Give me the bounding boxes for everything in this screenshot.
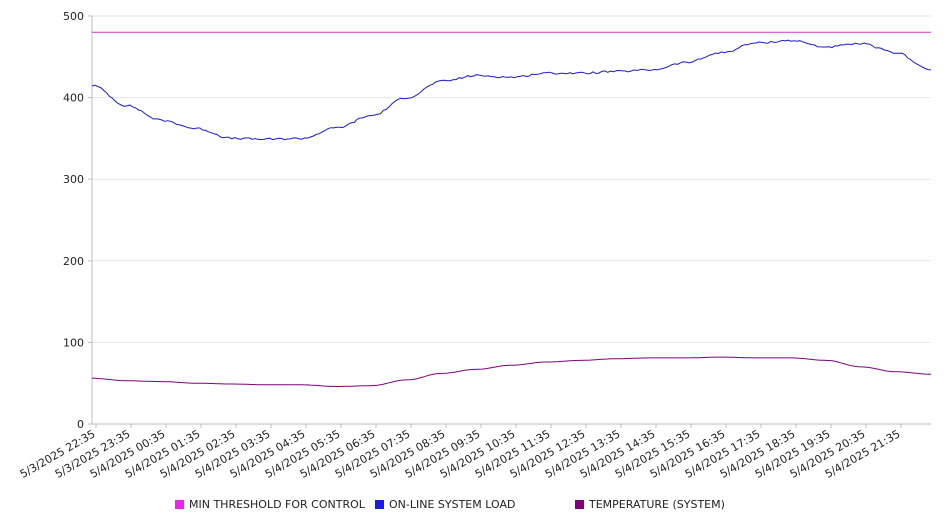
y-tick-label: 100 [63, 336, 84, 349]
grid-lines [92, 15, 931, 343]
legend-swatch-system-load [375, 500, 384, 509]
x-axis-ticks: 5/3/2025 22:355/3/2025 23:355/4/2025 00:… [18, 427, 903, 481]
legend-label-temperature: TEMPERATURE (SYSTEM) [589, 498, 725, 511]
legend-swatch-min-threshold [175, 500, 184, 509]
legend-item-system-load[interactable]: ON-LINE SYSTEM LOAD [375, 498, 515, 511]
series-lines [91, 31, 932, 387]
y-axis-ticks: 0 100 200 300 400 500 [63, 10, 84, 431]
y-tick-label: 500 [63, 10, 84, 23]
legend-swatch-temperature [575, 500, 584, 509]
legend-label-min-threshold: MIN THRESHOLD FOR CONTROL [189, 498, 365, 511]
legend-item-min-threshold[interactable]: MIN THRESHOLD FOR CONTROL [175, 498, 365, 511]
y-tick-label: 0 [77, 418, 84, 431]
legend: MIN THRESHOLD FOR CONTROL ON-LINE SYSTEM… [0, 498, 946, 514]
series-line-1 [91, 39, 932, 141]
y-tick-label: 200 [63, 255, 84, 268]
y-tick-label: 400 [63, 92, 84, 105]
series-line-2 [92, 356, 931, 387]
legend-item-temperature[interactable]: TEMPERATURE (SYSTEM) [575, 498, 725, 511]
y-tick-label: 300 [63, 173, 84, 186]
legend-label-system-load: ON-LINE SYSTEM LOAD [389, 498, 516, 511]
axes [88, 15, 931, 428]
